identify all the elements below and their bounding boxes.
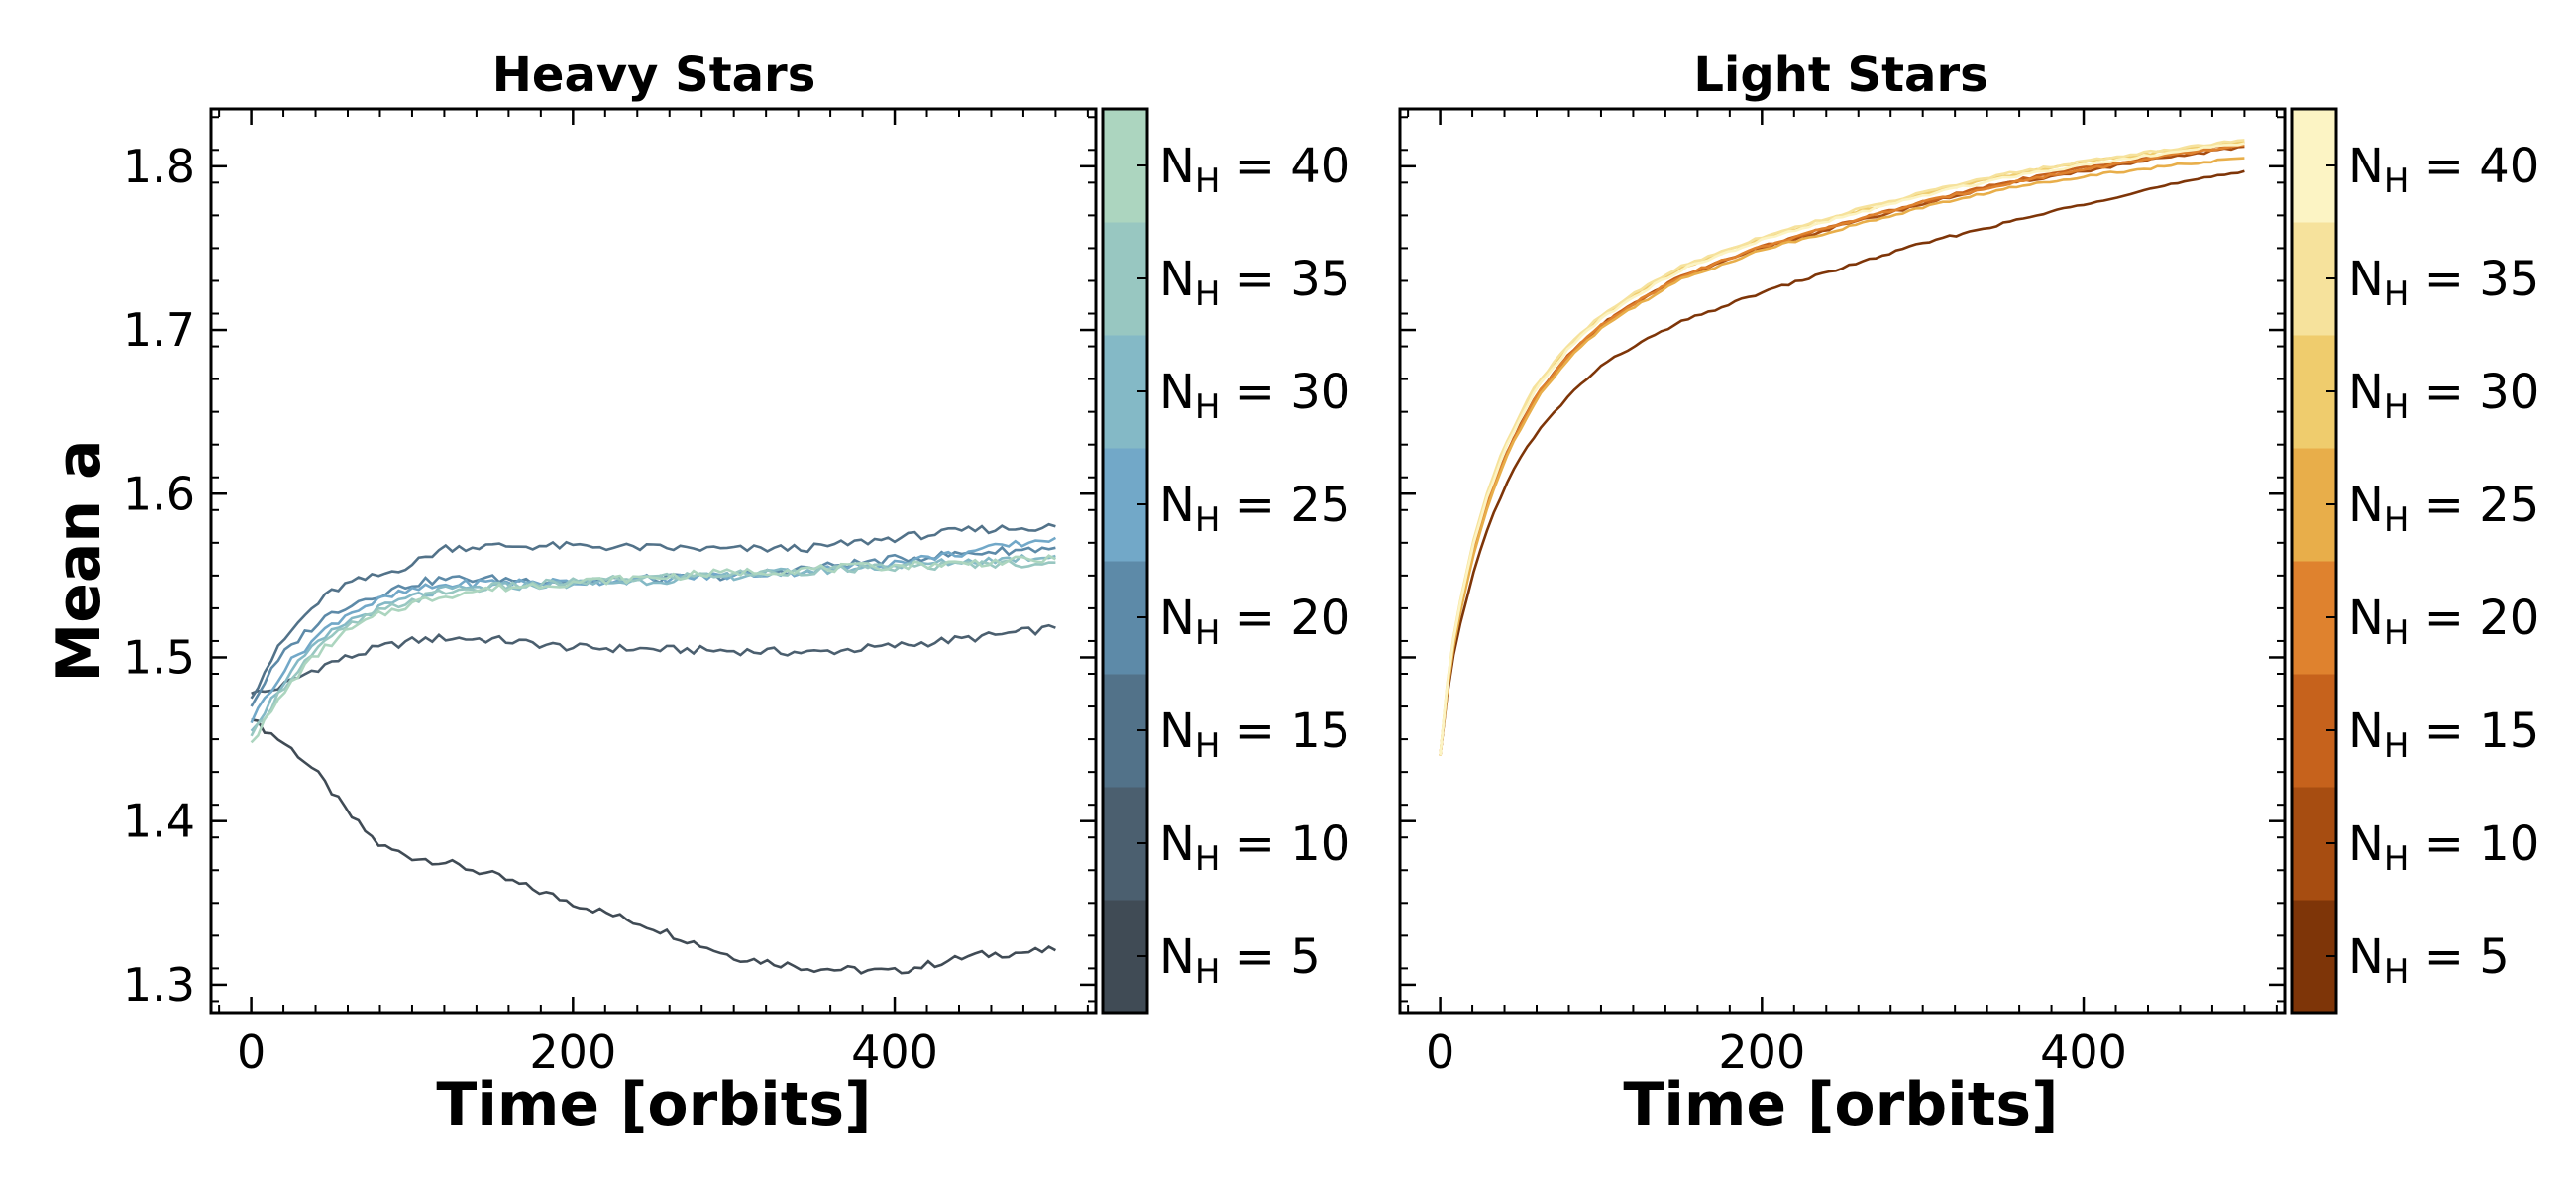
light-stars-title: Light Stars [1693, 48, 1987, 103]
x-tick-label: 400 [2040, 1026, 2127, 1079]
y-tick-label: 1.6 [123, 467, 195, 520]
series-line-5 [1439, 157, 2245, 756]
x-tick-label: 0 [237, 1026, 266, 1079]
colorbar-label: NH = 40 [1159, 139, 1350, 201]
light-stars-xlabel: Time [orbits] [1623, 1070, 2058, 1139]
light-stars-colorbar: NH = 5 NH = 10 NH = 15 NH = 20 NH = 25 NH = 3… [2290, 107, 2539, 1015]
colorbar-label: NH = 35 [2348, 252, 2539, 314]
x-tick-label: 200 [1718, 1026, 1805, 1079]
heavy-stars-plot-area: 0 200 400 1.3 1.4 1.5 1.6 1.7 1.8 [123, 109, 1096, 1079]
colorbar-label: NH = 30 [2348, 365, 2539, 427]
colorbar-label: NH = 15 [1159, 703, 1350, 766]
series-line-3 [1439, 142, 2245, 756]
heavy-stars-xlabel: Time [orbits] [436, 1070, 871, 1139]
x-tick-label: 200 [529, 1026, 616, 1079]
series-line-2 [251, 623, 1056, 696]
colorbar-frame [2290, 107, 2338, 1015]
colorbar-label: NH = 25 [2348, 478, 2539, 540]
x-tick-label: 400 [851, 1026, 938, 1079]
y-tick-label: 1.5 [123, 630, 195, 684]
series-line-3 [250, 522, 1056, 700]
colorbar-label: NH = 15 [2348, 703, 2539, 766]
series-line-7 [1439, 139, 2245, 756]
colorbar-label: NH = 25 [1159, 478, 1350, 540]
series-line-1 [251, 718, 1057, 975]
y-tick-label: 1.4 [123, 795, 195, 848]
x-tick-label: 0 [1426, 1026, 1454, 1079]
colorbar-label: NH = 40 [2348, 139, 2539, 201]
y-tick-label: 1.7 [123, 303, 195, 357]
light-stars-plot-area: 0 200 400 [1400, 109, 2285, 1079]
series-line-4 [1439, 144, 2245, 756]
colorbar-label: NH = 5 [1159, 929, 1321, 992]
y-tick-label: 1.3 [123, 958, 195, 1012]
heavy-stars-title: Heavy Stars [492, 48, 816, 103]
light-stars-axes-frame [1398, 107, 2287, 1015]
colorbar-label: NH = 30 [1159, 365, 1350, 427]
light-stars-panel: Light Stars 0 200 400 Time [orbits] NH = 5… [1398, 48, 2539, 1139]
colorbar-frame [1101, 107, 1149, 1015]
series-line-5 [250, 536, 1057, 724]
series-line-8 [1439, 142, 2245, 756]
heavy-stars-ylabel: Mean a [45, 440, 114, 683]
colorbar-label: NH = 10 [2348, 816, 2539, 879]
heavy-stars-panel: Heavy Stars 0 200 400 1.3 1.4 1.5 1.6 1.7 1.8 Ti… [45, 48, 1350, 1139]
colorbar-label: NH = 10 [1159, 816, 1350, 879]
series-line-6 [1439, 140, 2245, 756]
colorbar-label: NH = 35 [1159, 252, 1350, 314]
colorbar-label: NH = 20 [2348, 591, 2539, 653]
series-line-2 [1439, 145, 2245, 756]
series-line-8 [250, 554, 1057, 744]
heavy-stars-colorbar: NH = 5 NH = 10 NH = 15 NH = 20 NH = 25 NH = 3… [1101, 107, 1350, 1015]
y-tick-label: 1.8 [123, 140, 195, 193]
series-line-1 [1439, 169, 2245, 756]
heavy-stars-axes-frame [209, 107, 1098, 1015]
colorbar-label: NH = 20 [1159, 591, 1350, 653]
colorbar-label: NH = 5 [2348, 929, 2510, 992]
series-line-4 [250, 545, 1056, 707]
